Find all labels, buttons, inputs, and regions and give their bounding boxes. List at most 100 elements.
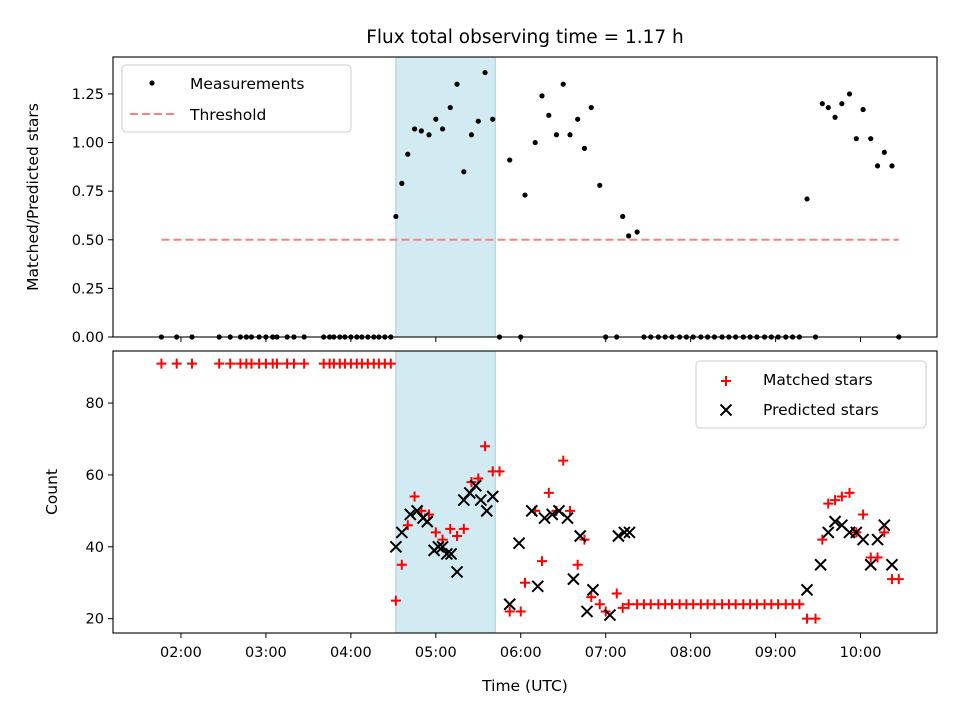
bottom-x-ticks: 02:00 03:00 04:00 05:00 06:00 07:00 08:00 09:00… [160, 633, 881, 661]
measurement-point [597, 182, 603, 188]
matched-point [836, 491, 847, 502]
measurement-point [832, 114, 838, 120]
predicted-point [800, 583, 814, 597]
matched-point [480, 441, 491, 452]
matched-point [844, 487, 855, 498]
matched-point [214, 358, 225, 369]
legend-label-threshold: Threshold [189, 106, 266, 124]
measurement-point [399, 180, 405, 186]
matched-point [558, 455, 569, 466]
bottom-highlight-span [395, 350, 496, 634]
x-tick-label: 05:00 [415, 645, 457, 661]
measurement-point [804, 196, 810, 202]
predicted-point [512, 536, 526, 550]
predicted-point [444, 547, 458, 561]
matched-point [458, 523, 469, 534]
matched-point [430, 527, 441, 538]
predicted-point [395, 526, 409, 539]
x-tick-label: 07:00 [585, 645, 627, 661]
legend-label-matched: Matched stars [763, 371, 873, 389]
predicted-point [421, 515, 434, 528]
measurement-point [874, 163, 881, 169]
matched-point [817, 534, 828, 545]
measurement-point [881, 149, 887, 155]
predicted-point [450, 565, 464, 579]
matched-point [494, 466, 505, 477]
matched-point [515, 606, 526, 617]
y-tick-label: 0.00 [72, 330, 104, 346]
measurement-point [546, 112, 552, 118]
predicted-point [480, 504, 493, 518]
matched-point [536, 556, 547, 567]
measurement-point [825, 104, 831, 111]
measurement-point [581, 145, 588, 151]
legend-box [121, 64, 352, 133]
predicted-point [586, 583, 600, 597]
measurement-point [634, 229, 640, 235]
predicted-point [538, 511, 551, 525]
bottom-y-axis-label: Count [43, 469, 61, 515]
predicted-point [871, 533, 884, 546]
measurement-point [468, 132, 475, 138]
x-tick-label: 04:00 [330, 645, 372, 661]
y-tick-label: 1.00 [72, 136, 104, 152]
measurement-point [522, 192, 528, 198]
top-y-ticks: 0.00 0.25 0.50 0.75 1.00 1.25 [72, 87, 113, 346]
predicted-point [503, 598, 516, 611]
highlight-span [395, 56, 496, 338]
predicted-point [618, 526, 631, 539]
bottom-panel: 02:00 03:00 04:00 05:00 06:00 07:00 08:00 09:00… [43, 350, 938, 695]
predicted-point [574, 529, 587, 543]
matched-point [823, 498, 834, 509]
matched-point [452, 531, 463, 542]
measurement-point [532, 139, 538, 146]
legend-label-predicted: Predicted stars [763, 401, 879, 419]
predicted-point [545, 508, 559, 521]
matched-point [802, 613, 813, 624]
predicted-point [440, 547, 454, 561]
predicted-point [389, 540, 403, 553]
x-tick-label: 02:00 [160, 645, 202, 661]
matched-point [402, 520, 413, 531]
legend-label-measurements: Measurements [190, 75, 305, 93]
measurement-point [567, 132, 573, 138]
bottom-legend: Matched stars Predicted stars [695, 360, 927, 429]
top-panel: 0.00 0.25 0.50 0.75 1.00 1.25 Matched/Predict… [24, 56, 938, 346]
predicted-point [580, 605, 594, 618]
highlight-span [395, 350, 496, 634]
measurement-point [575, 116, 581, 122]
y-tick-label: 0.25 [72, 281, 104, 297]
matched-point [586, 592, 597, 603]
matched-point [617, 602, 628, 613]
matched-point [893, 574, 904, 585]
predicted-point [612, 529, 625, 543]
measurement-point [482, 69, 488, 76]
bottom-axes-frame [112, 350, 938, 634]
predicted-point [531, 580, 544, 593]
y-tick-label: 0.50 [72, 233, 104, 249]
matched-point [810, 613, 821, 624]
matched-point [611, 588, 622, 599]
matched-point [830, 495, 841, 506]
predicted-point [878, 519, 891, 532]
predicted-point [469, 479, 482, 492]
matched-point [794, 599, 805, 610]
measurement-point [426, 132, 432, 138]
measurement-point [418, 128, 424, 134]
matched-point [156, 358, 167, 369]
matched-point [872, 552, 883, 563]
measurement-point [461, 169, 467, 175]
predicted-point [814, 558, 827, 571]
y-tick-label: 60 [86, 468, 104, 484]
predicted-point [856, 533, 870, 546]
predicted-point [486, 490, 499, 503]
matched-point [409, 491, 420, 502]
measurement-point [539, 93, 545, 99]
measurement-point [475, 118, 481, 124]
matched-point [187, 358, 198, 369]
predicted-point [623, 526, 636, 539]
measurement-point [819, 101, 825, 107]
matched-point [504, 606, 515, 617]
matched-point [390, 595, 401, 606]
measurement-point [433, 116, 439, 122]
